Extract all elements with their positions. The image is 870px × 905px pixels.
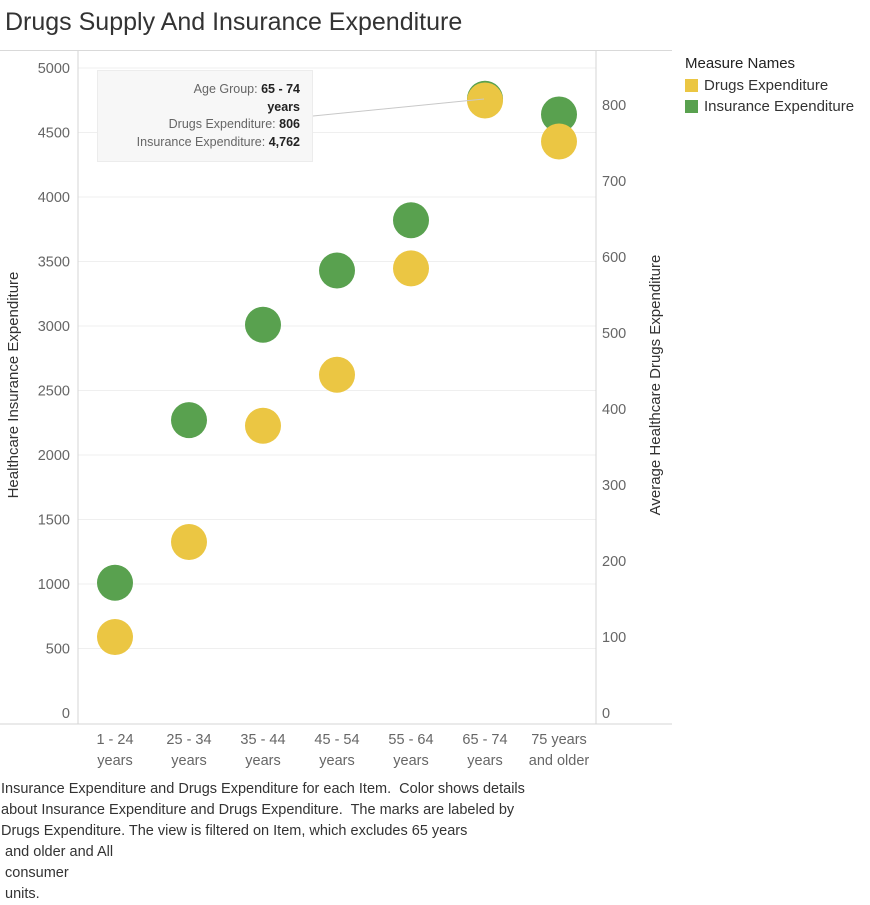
drugs-point[interactable]	[541, 123, 577, 160]
x-tick-label: years	[393, 753, 428, 769]
y-left-tick-label: 3500	[38, 255, 70, 271]
tooltip-age-value: 65 - 74	[261, 82, 300, 96]
y-axis-left-label: Healthcare Insurance Expenditure	[5, 272, 22, 499]
insurance-point[interactable]	[97, 564, 133, 601]
drugs-point[interactable]	[467, 82, 503, 119]
tooltip-age-label: Age Group:	[193, 82, 258, 96]
insurance-point[interactable]	[541, 96, 577, 133]
y-right-tick-label: 600	[602, 250, 626, 266]
x-tick-label: 35 - 44	[240, 732, 285, 748]
chart-caption: Insurance Expenditure and Drugs Expendit…	[1, 779, 576, 905]
y-right-tick-label: 500	[602, 326, 626, 342]
y-axis-right-label: Average Healthcare Drugs Expenditure	[647, 255, 664, 516]
y-right-tick-label: 800	[602, 98, 626, 114]
drugs-point[interactable]	[393, 250, 429, 287]
y-left-tick-label: 2000	[38, 448, 70, 464]
axes	[0, 51, 672, 725]
legend-label-insurance: Insurance Expenditure	[704, 98, 855, 115]
legend-item-drugs[interactable]: Drugs Expenditure	[685, 75, 854, 96]
tick-labels: 0500100015002000250030003500400045005000…	[38, 61, 626, 769]
caption-line: Insurance Expenditure and Drugs Expendit…	[1, 781, 525, 797]
caption-line: Drugs Expenditure. The view is filtered …	[1, 823, 468, 839]
caption-line: about Insurance Expenditure and Drugs Ex…	[1, 802, 515, 818]
x-tick-label: and older	[529, 753, 590, 769]
y-right-tick-label: 400	[602, 402, 626, 418]
drugs-point[interactable]	[97, 619, 133, 655]
y-right-tick-label: 300	[602, 478, 626, 494]
y-right-tick-label: 0	[602, 706, 610, 722]
legend-swatch-insurance	[685, 100, 698, 113]
title-divider	[0, 50, 672, 51]
y-right-tick-label: 200	[602, 554, 626, 570]
chart-title: Drugs Supply And Insurance Expenditure	[5, 8, 463, 36]
drugs-point[interactable]	[245, 407, 281, 444]
tooltip-age-value-cont: years	[267, 99, 300, 114]
caption-line: units.	[1, 886, 40, 902]
x-tick-label: 45 - 54	[314, 732, 359, 748]
drugs-point[interactable]	[171, 524, 207, 560]
x-tick-label: 55 - 64	[388, 732, 433, 748]
y-right-tick-label: 700	[602, 174, 626, 190]
y-left-tick-label: 500	[46, 642, 70, 658]
x-tick-label: 25 - 34	[166, 732, 211, 748]
tooltip-drugs-value: 806	[279, 117, 300, 131]
y-left-tick-label: 4500	[38, 126, 70, 142]
caption-line: consumer	[1, 865, 69, 881]
insurance-point[interactable]	[319, 252, 355, 289]
x-tick-label: 1 - 24	[96, 732, 133, 748]
y-right-tick-label: 100	[602, 630, 626, 646]
tooltip-insurance-label: Insurance Expenditure:	[136, 134, 266, 149]
insurance-point[interactable]	[245, 306, 281, 343]
legend-title: Measure Names	[685, 55, 796, 72]
legend-swatch-drugs	[685, 79, 698, 92]
caption-line: and older and All	[1, 844, 114, 860]
y-left-tick-label: 3000	[38, 319, 70, 335]
tooltip-drugs-label: Drugs Expenditure:	[168, 117, 276, 131]
x-tick-label: 65 - 74	[462, 732, 507, 748]
tooltip-insurance-value: 4,762	[268, 134, 300, 149]
insurance-point[interactable]	[171, 402, 207, 439]
insurance-point[interactable]	[393, 202, 429, 239]
y-left-tick-label: 0	[62, 706, 70, 722]
x-tick-label: years	[319, 753, 354, 769]
y-left-tick-label: 1000	[38, 577, 70, 593]
legend-item-insurance[interactable]: Insurance Expenditure	[685, 96, 854, 117]
tooltip: Age Group: 65 - 74 years Drugs Expenditu…	[97, 70, 313, 162]
x-tick-label: years	[97, 753, 132, 769]
y-left-tick-label: 4000	[38, 190, 70, 206]
drugs-point[interactable]	[319, 356, 355, 393]
x-tick-label: years	[467, 753, 502, 769]
x-tick-label: 75 years	[531, 732, 587, 748]
legend-label-drugs: Drugs Expenditure	[704, 77, 829, 94]
x-tick-label: years	[245, 753, 280, 769]
legend: Measure Names Drugs Expenditure Insuranc…	[685, 55, 854, 117]
y-left-tick-label: 5000	[38, 61, 70, 77]
y-left-tick-label: 2500	[38, 384, 70, 400]
data-marks[interactable]	[97, 80, 577, 655]
tooltip-leader-line	[312, 98, 485, 117]
x-tick-label: years	[171, 753, 206, 769]
y-left-tick-label: 1500	[38, 513, 70, 529]
